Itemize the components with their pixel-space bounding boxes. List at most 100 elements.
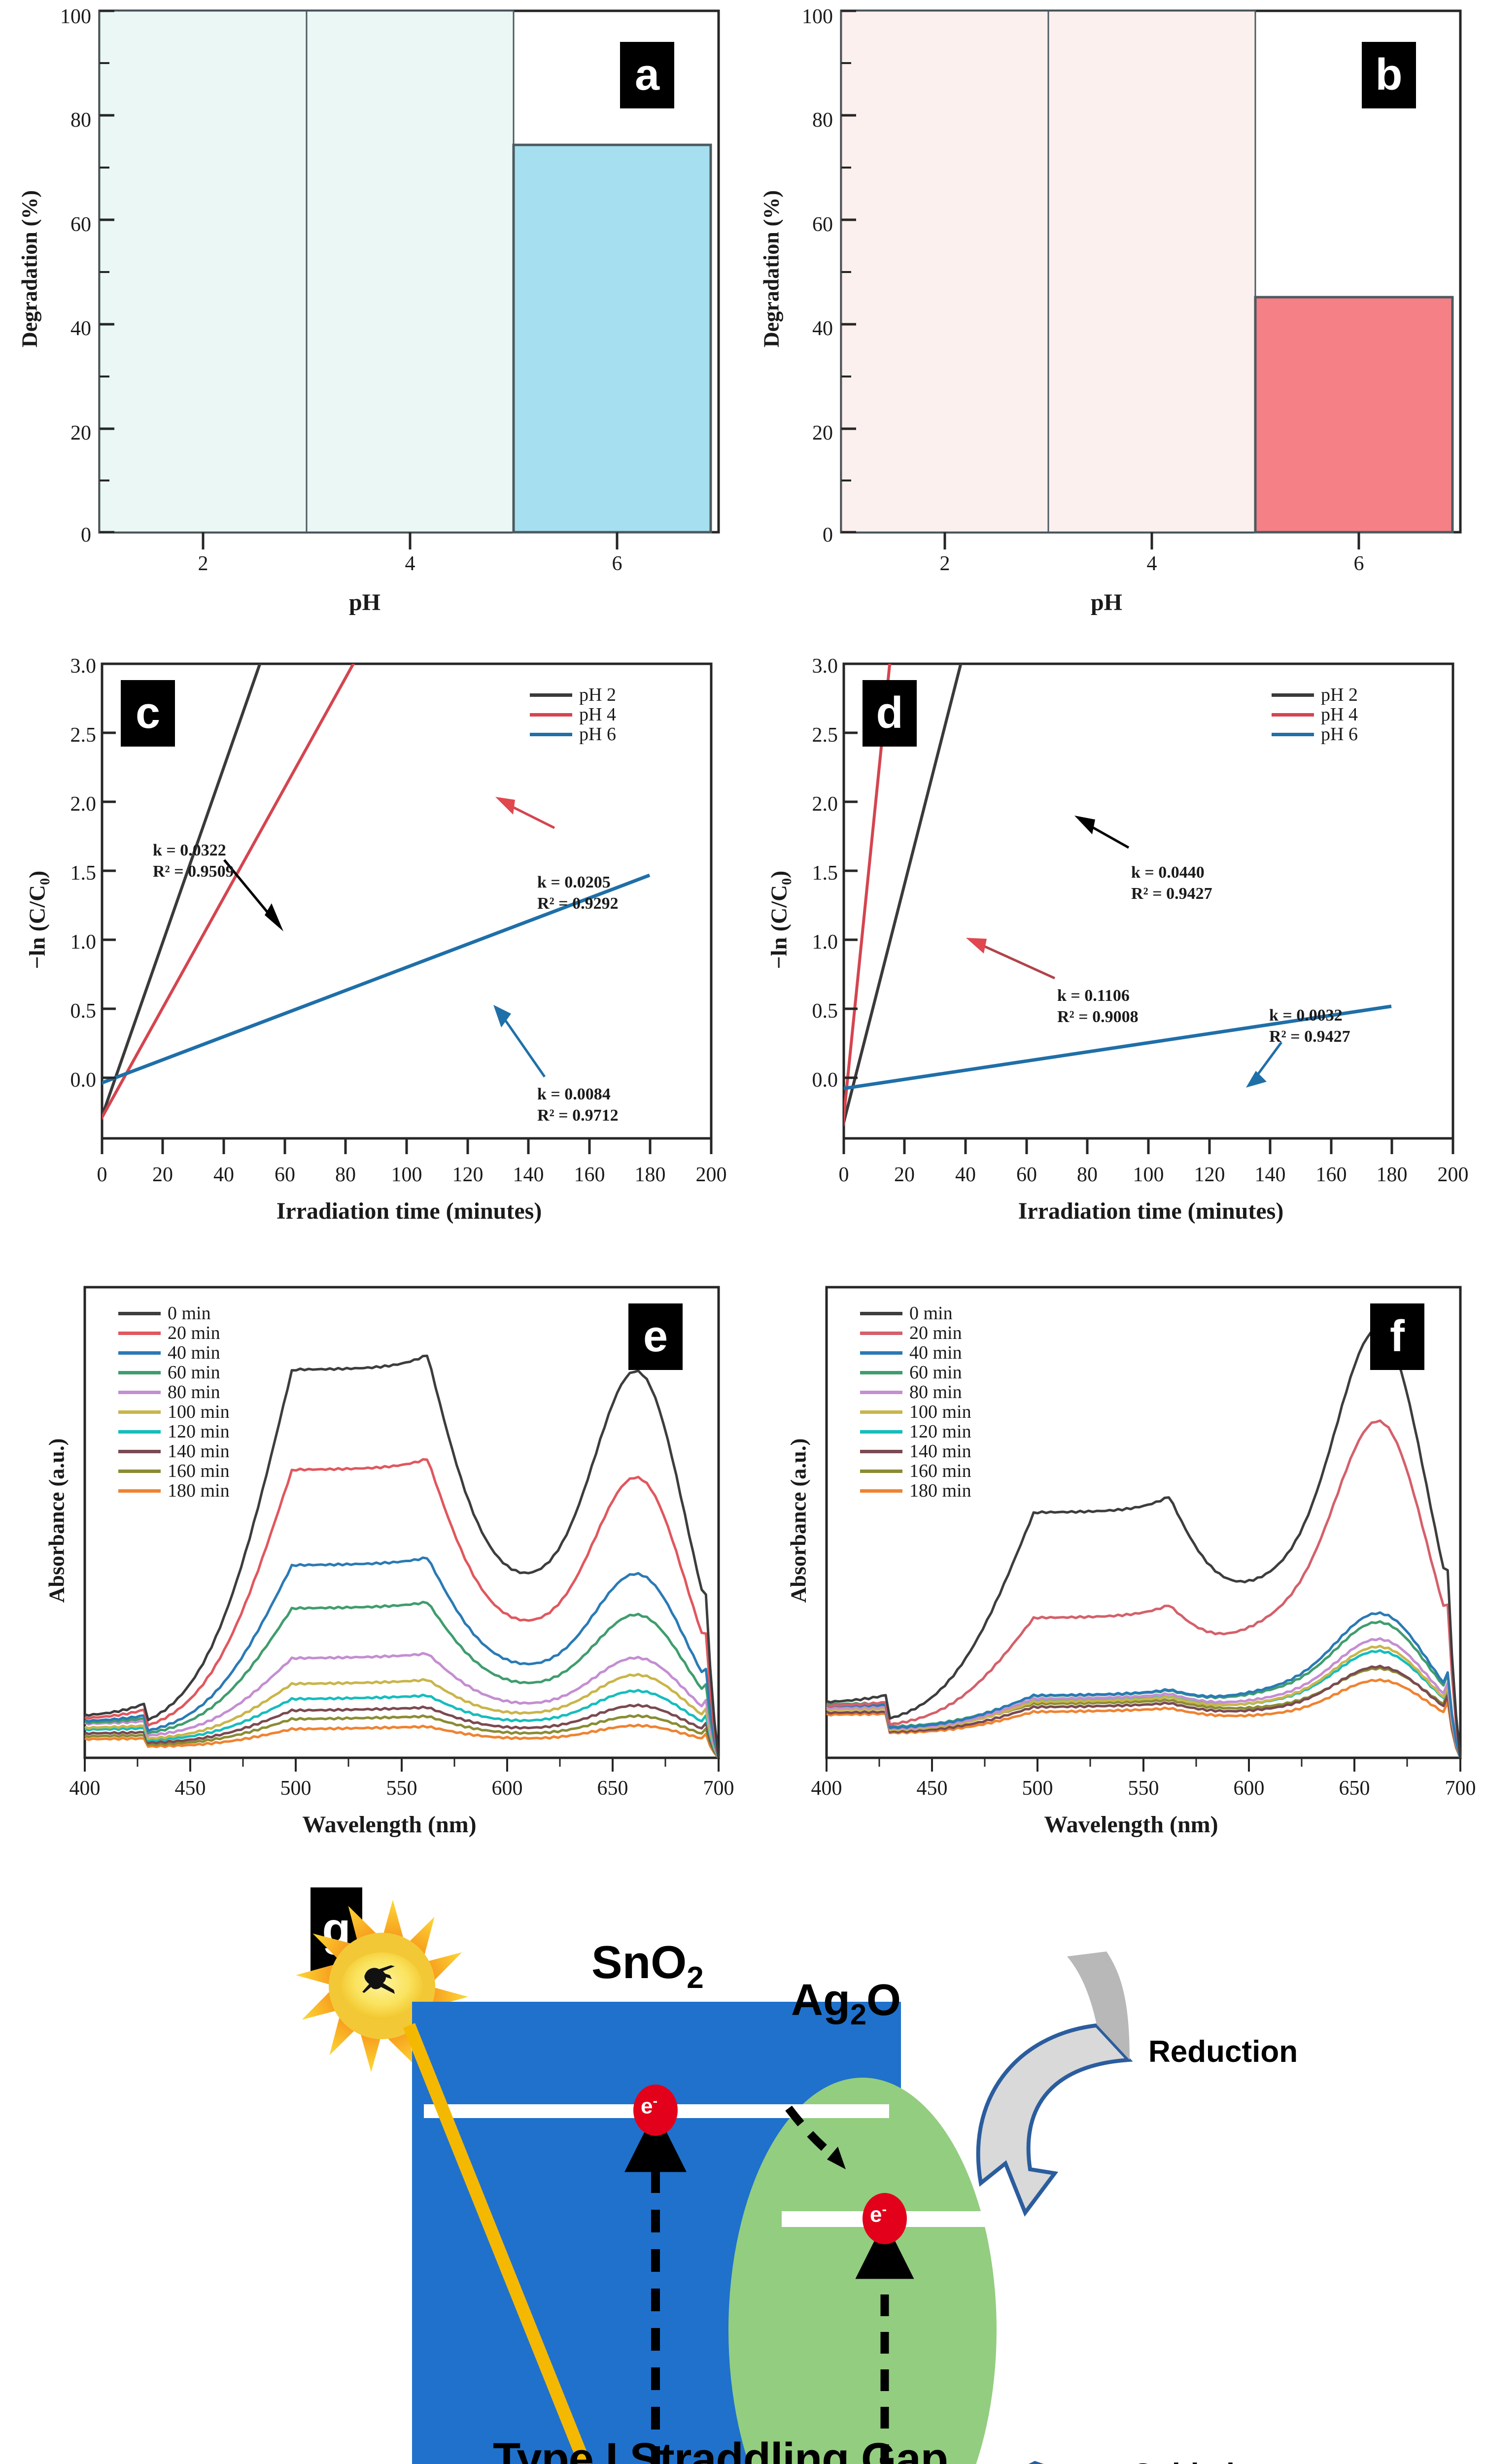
panel-d-xtick-20: 20 xyxy=(894,1164,915,1186)
panel-e-legend-item-5: 100 min xyxy=(118,1402,230,1422)
panel-d-xtick-180: 180 xyxy=(1376,1164,1408,1186)
oxidation-label: Oxidation xyxy=(1131,2457,1272,2464)
panel-d-ytick-3: 3.0 xyxy=(812,655,838,678)
panel-b-xtick-2: 2 xyxy=(939,552,950,575)
panel-f-xtick-600: 600 xyxy=(1233,1777,1265,1800)
panel-e-legend-label-6: 120 min xyxy=(168,1421,230,1442)
electron-sno2-char: e xyxy=(641,2094,653,2119)
panel-e-legend-label-4: 80 min xyxy=(168,1382,220,1403)
panel-f-x-axis-label: Wavelength (nm) xyxy=(1044,1812,1218,1838)
panel-f-legend-label-9: 180 min xyxy=(909,1480,971,1501)
panel-e-legend: 0 min 20 min 40 min 60 min 80 min 100 mi… xyxy=(118,1303,230,1501)
panel-d-r2-ph4: R² = 0.9008 xyxy=(1057,1007,1139,1026)
panel-e-legend-label-5: 100 min xyxy=(168,1402,230,1422)
panel-e-xtick-600: 600 xyxy=(491,1777,523,1800)
panel-c-legend-label-ph6: pH 6 xyxy=(579,724,616,745)
panel-c-legend-swatch-ph2 xyxy=(530,693,572,697)
electron-ag2o-charge: - xyxy=(882,2202,887,2218)
panel-f-label: f xyxy=(1370,1303,1424,1370)
panel-b-ytick-20: 20 xyxy=(812,422,833,445)
panel-c-label: c xyxy=(121,680,175,747)
panel-a-plot-area xyxy=(98,9,720,549)
panel-c-legend: pH 2 pH 4 pH 6 xyxy=(530,684,616,745)
panel-e-legend-label-2: 40 min xyxy=(168,1342,220,1363)
ag2o-label-main: Ag xyxy=(791,1976,850,2025)
panel-f-legend-item-4: 80 min xyxy=(860,1382,971,1403)
panel-c-x-ticks xyxy=(101,1138,713,1154)
panel-b-ytick-80: 80 xyxy=(812,109,833,132)
panel-f-plot-area xyxy=(825,1286,1462,1772)
panel-d-legend-label-ph6: pH 6 xyxy=(1321,724,1358,745)
panel-e-label: e xyxy=(628,1303,683,1370)
panel-c-annotation-ph4: k = 0.0205 R² = 0.9292 xyxy=(537,872,619,914)
panel-d-y-axis-label: −ln (C/C₀) xyxy=(766,870,792,969)
panel-c-legend-item-ph2: pH 2 xyxy=(530,684,616,705)
panel-c-k-ph6: k = 0.0084 xyxy=(537,1085,611,1103)
spectrum-curve xyxy=(84,1354,720,1758)
reduction-arrow-tail xyxy=(1067,1951,1130,2060)
panel-f-legend-label-3: 60 min xyxy=(909,1362,962,1383)
spectrum-curve xyxy=(84,1703,720,1759)
ag2o-label-tail: O xyxy=(866,1976,901,2025)
panel-e-legend-item-8: 160 min xyxy=(118,1461,230,1481)
panel-c-line-ph4 xyxy=(102,664,355,1120)
panel-e-legend-label-1: 20 min xyxy=(168,1323,220,1343)
panel-c-ytick-2: 2.0 xyxy=(70,793,97,816)
panel-b-ytick-0: 0 xyxy=(823,524,833,547)
panel-d-k-ph4: k = 0.1106 xyxy=(1057,987,1130,1005)
panel-d-plot-area xyxy=(842,662,1454,1154)
panel-c-y-axis-label: −ln (C/C₀) xyxy=(24,870,50,969)
panel-f-legend-item-0: 0 min xyxy=(860,1303,971,1324)
panel-e-xtick-650: 650 xyxy=(597,1777,628,1800)
panel-f-legend-item-3: 60 min xyxy=(860,1362,971,1383)
panel-a-bar-ph4 xyxy=(306,10,515,533)
panel-a-ytick-100: 100 xyxy=(60,5,91,28)
panel-b-ytick-100: 100 xyxy=(802,5,833,28)
electron-sno2-label: e- xyxy=(641,2093,657,2119)
panel-c-line-ph6 xyxy=(102,873,651,1085)
panel-c-r2-ph6: R² = 0.9712 xyxy=(537,1106,619,1125)
panel-c-r2-ph2: R² = 0.9509 xyxy=(153,862,234,881)
panel-d-frame xyxy=(842,662,1454,1140)
panel-e-legend-swatch-7 xyxy=(118,1449,161,1453)
panel-e-legend-swatch-0 xyxy=(118,1311,161,1315)
panel-f-legend-item-7: 140 min xyxy=(860,1441,971,1462)
panel-e-legend-item-4: 80 min xyxy=(118,1382,230,1403)
panel-a-xtick-6: 6 xyxy=(612,552,622,575)
spectrum-curve xyxy=(826,1678,1462,1758)
panel-f-legend-item-1: 20 min xyxy=(860,1323,971,1343)
panel-e-x-ticks xyxy=(84,1758,720,1772)
panel-d-ytick-05: 0.5 xyxy=(812,1000,838,1023)
panel-f-legend-item-5: 100 min xyxy=(860,1402,971,1422)
panel-e-legend-item-7: 140 min xyxy=(118,1441,230,1462)
panel-d-ytick-1: 1.0 xyxy=(812,931,838,954)
panel-d-legend-label-ph4: pH 4 xyxy=(1321,704,1358,725)
spectrum-curve xyxy=(826,1327,1462,1758)
spectrum-curve xyxy=(84,1652,720,1758)
panel-b-ytick-40: 40 xyxy=(812,317,833,340)
panel-d-ytick-0: 0.0 xyxy=(812,1069,838,1092)
panel-e-xtick-500: 500 xyxy=(280,1777,311,1800)
panel-d-legend-item-ph6: pH 6 xyxy=(1272,724,1358,745)
panel-f-legend-label-0: 0 min xyxy=(909,1303,953,1324)
spectrum-curve xyxy=(84,1458,720,1758)
panel-c-xtick-160: 160 xyxy=(574,1164,605,1186)
panel-d-xtick-40: 40 xyxy=(955,1164,976,1186)
spectrum-curve xyxy=(84,1714,720,1759)
panel-f-legend-swatch-0 xyxy=(860,1311,902,1315)
panel-a-xtick-2: 2 xyxy=(198,552,208,575)
panel-d-ytick-2: 2.0 xyxy=(812,793,838,816)
panel-e-legend-swatch-4 xyxy=(118,1390,161,1394)
panel-e-xtick-400: 400 xyxy=(69,1777,101,1800)
panel-e-xtick-700: 700 xyxy=(703,1777,734,1800)
panel-f-legend-item-2: 40 min xyxy=(860,1342,971,1363)
panel-e-legend-item-1: 20 min xyxy=(118,1323,230,1343)
panel-b-x-ticks xyxy=(943,532,1360,549)
panel-f-legend: 0 min 20 min 40 min 60 min 80 min 100 mi… xyxy=(860,1303,971,1501)
panel-e-legend-swatch-3 xyxy=(118,1370,161,1374)
electron-ag2o-circle xyxy=(863,2193,907,2244)
panel-c-plot-area xyxy=(101,662,713,1154)
panel-c-ytick-3: 3.0 xyxy=(70,655,97,678)
panel-d-line-ph6 xyxy=(844,1004,1392,1091)
spectrum-curve xyxy=(84,1601,720,1758)
